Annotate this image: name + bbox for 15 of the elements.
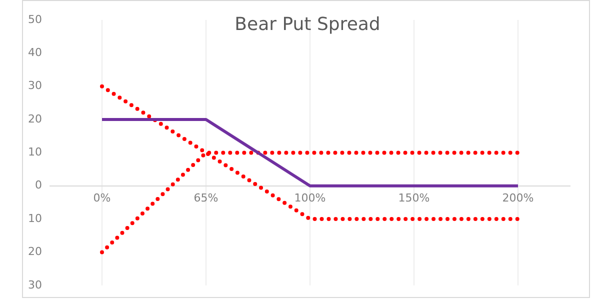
chart-title: Bear Put Spread <box>234 14 380 35</box>
y-tick-label: 30 <box>28 79 42 92</box>
y-tick-label: 30 <box>28 278 42 292</box>
y-tick-label: 10 <box>28 146 42 159</box>
x-tick-label: 0% <box>93 191 111 204</box>
y-tick-label: 40 <box>28 46 42 60</box>
x-tick-label: 150% <box>398 191 430 204</box>
y-tick-label: 20 <box>28 112 42 126</box>
y-tick-label: 10 <box>28 212 42 225</box>
y-tick-label: 50 <box>28 12 42 26</box>
x-tick-label: 100% <box>294 191 326 204</box>
y-tick-label: 20 <box>28 245 42 258</box>
y-tick-label: 0 <box>34 178 42 192</box>
x-tick-label: 200% <box>502 191 534 204</box>
x-tick-label: 65% <box>194 191 218 204</box>
